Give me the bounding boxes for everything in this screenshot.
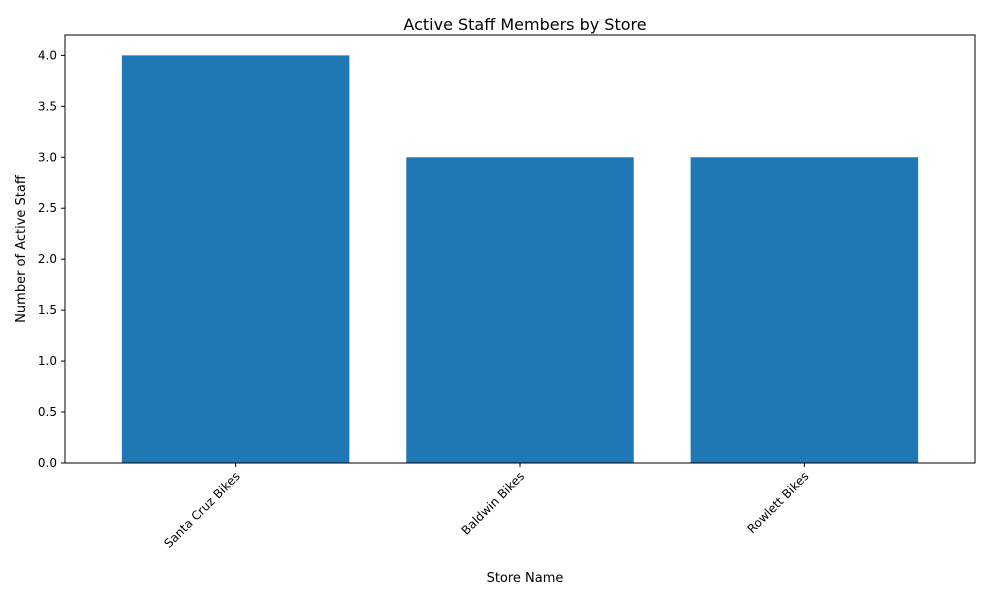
x-tick-label: Rowlett Bikes <box>745 469 812 536</box>
x-axis-label: Store Name <box>487 571 564 586</box>
y-tick-label: 3.5 <box>38 99 57 113</box>
y-tick-label: 3.0 <box>38 150 57 164</box>
y-tick-label: 2.0 <box>38 252 57 266</box>
x-tick-label: Santa Cruz Bikes <box>161 469 242 550</box>
plot-frame <box>64 34 976 464</box>
y-axis-label: Number of Active Staff <box>14 174 29 323</box>
y-tick-label: 1.5 <box>38 303 57 317</box>
y-tick-label: 0.0 <box>38 456 57 470</box>
bar-santa-cruz-bikes <box>121 55 350 463</box>
bar-baldwin-bikes <box>406 157 634 464</box>
bar-rowlett-bikes <box>690 157 919 464</box>
y-tick-label: 2.5 <box>38 201 57 215</box>
x-ticks-layer: Santa Cruz Bikes Baldwin Bikes Rowlett Bik… <box>161 463 811 551</box>
bars-layer <box>121 55 919 464</box>
y-tick-label: 1.0 <box>38 354 57 368</box>
chart-title: Active Staff Members by Store <box>403 15 646 34</box>
y-ticks-layer: 0.0 0.5 1.0 1.5 2.0 2.5 3.0 3.5 4.0 <box>38 48 65 470</box>
x-tick-label: Baldwin Bikes <box>459 469 527 537</box>
y-tick-label: 4.0 <box>38 48 57 62</box>
y-tick-label: 0.5 <box>38 405 57 419</box>
